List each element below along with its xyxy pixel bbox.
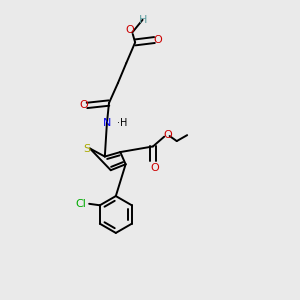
Text: O: O [125, 25, 134, 34]
Text: H: H [138, 15, 147, 25]
Text: S: S [83, 143, 90, 154]
Text: N: N [103, 118, 111, 128]
Text: O: O [154, 35, 162, 45]
Text: O: O [150, 163, 159, 173]
Text: Cl: Cl [76, 199, 87, 209]
Text: O: O [79, 100, 88, 110]
Text: O: O [164, 130, 172, 140]
Text: ·H: ·H [118, 118, 128, 128]
